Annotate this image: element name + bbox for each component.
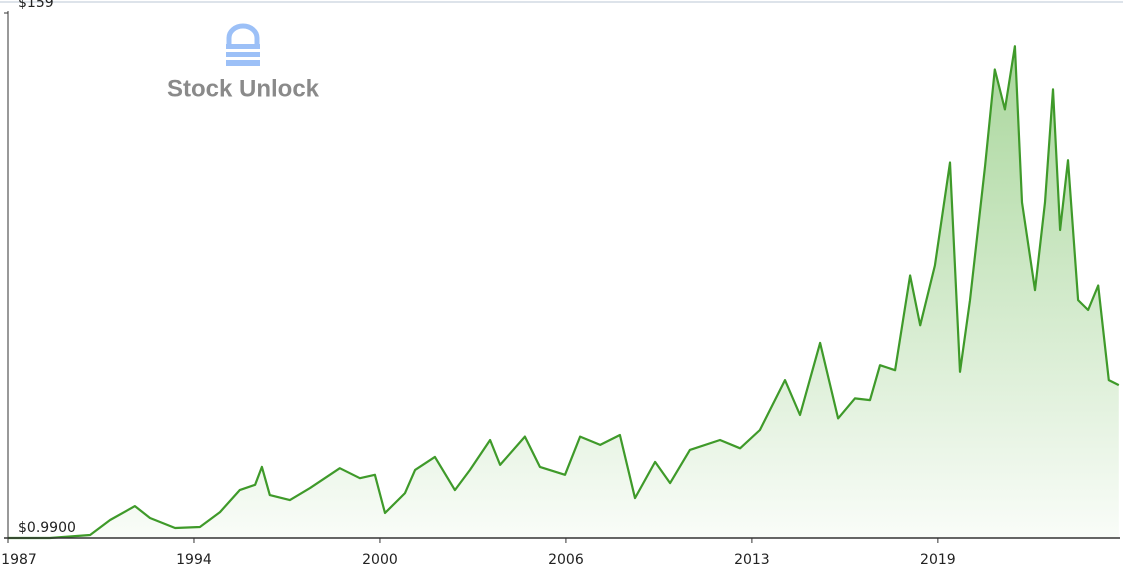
x-tick-label: 2000 <box>362 552 398 568</box>
lock-shackle <box>226 23 260 44</box>
x-tick-label: 2013 <box>734 552 770 568</box>
lock-bar <box>226 60 260 66</box>
lock-bar <box>226 52 260 57</box>
price-line <box>8 45 1120 540</box>
logo: Stock Unlock <box>167 23 320 102</box>
x-tick-label: 2006 <box>548 552 584 568</box>
lock-bar <box>226 44 260 49</box>
y-tick-label: $0.9900 <box>18 520 76 536</box>
area-fill <box>8 46 1119 538</box>
x-tick-label: 2019 <box>920 552 956 568</box>
x-tick-label: 1994 <box>176 552 212 568</box>
x-tick-label: 1987 <box>1 552 37 568</box>
y-tick-label: $159 <box>18 0 54 11</box>
watermark: Stock Unlock <box>167 75 320 102</box>
